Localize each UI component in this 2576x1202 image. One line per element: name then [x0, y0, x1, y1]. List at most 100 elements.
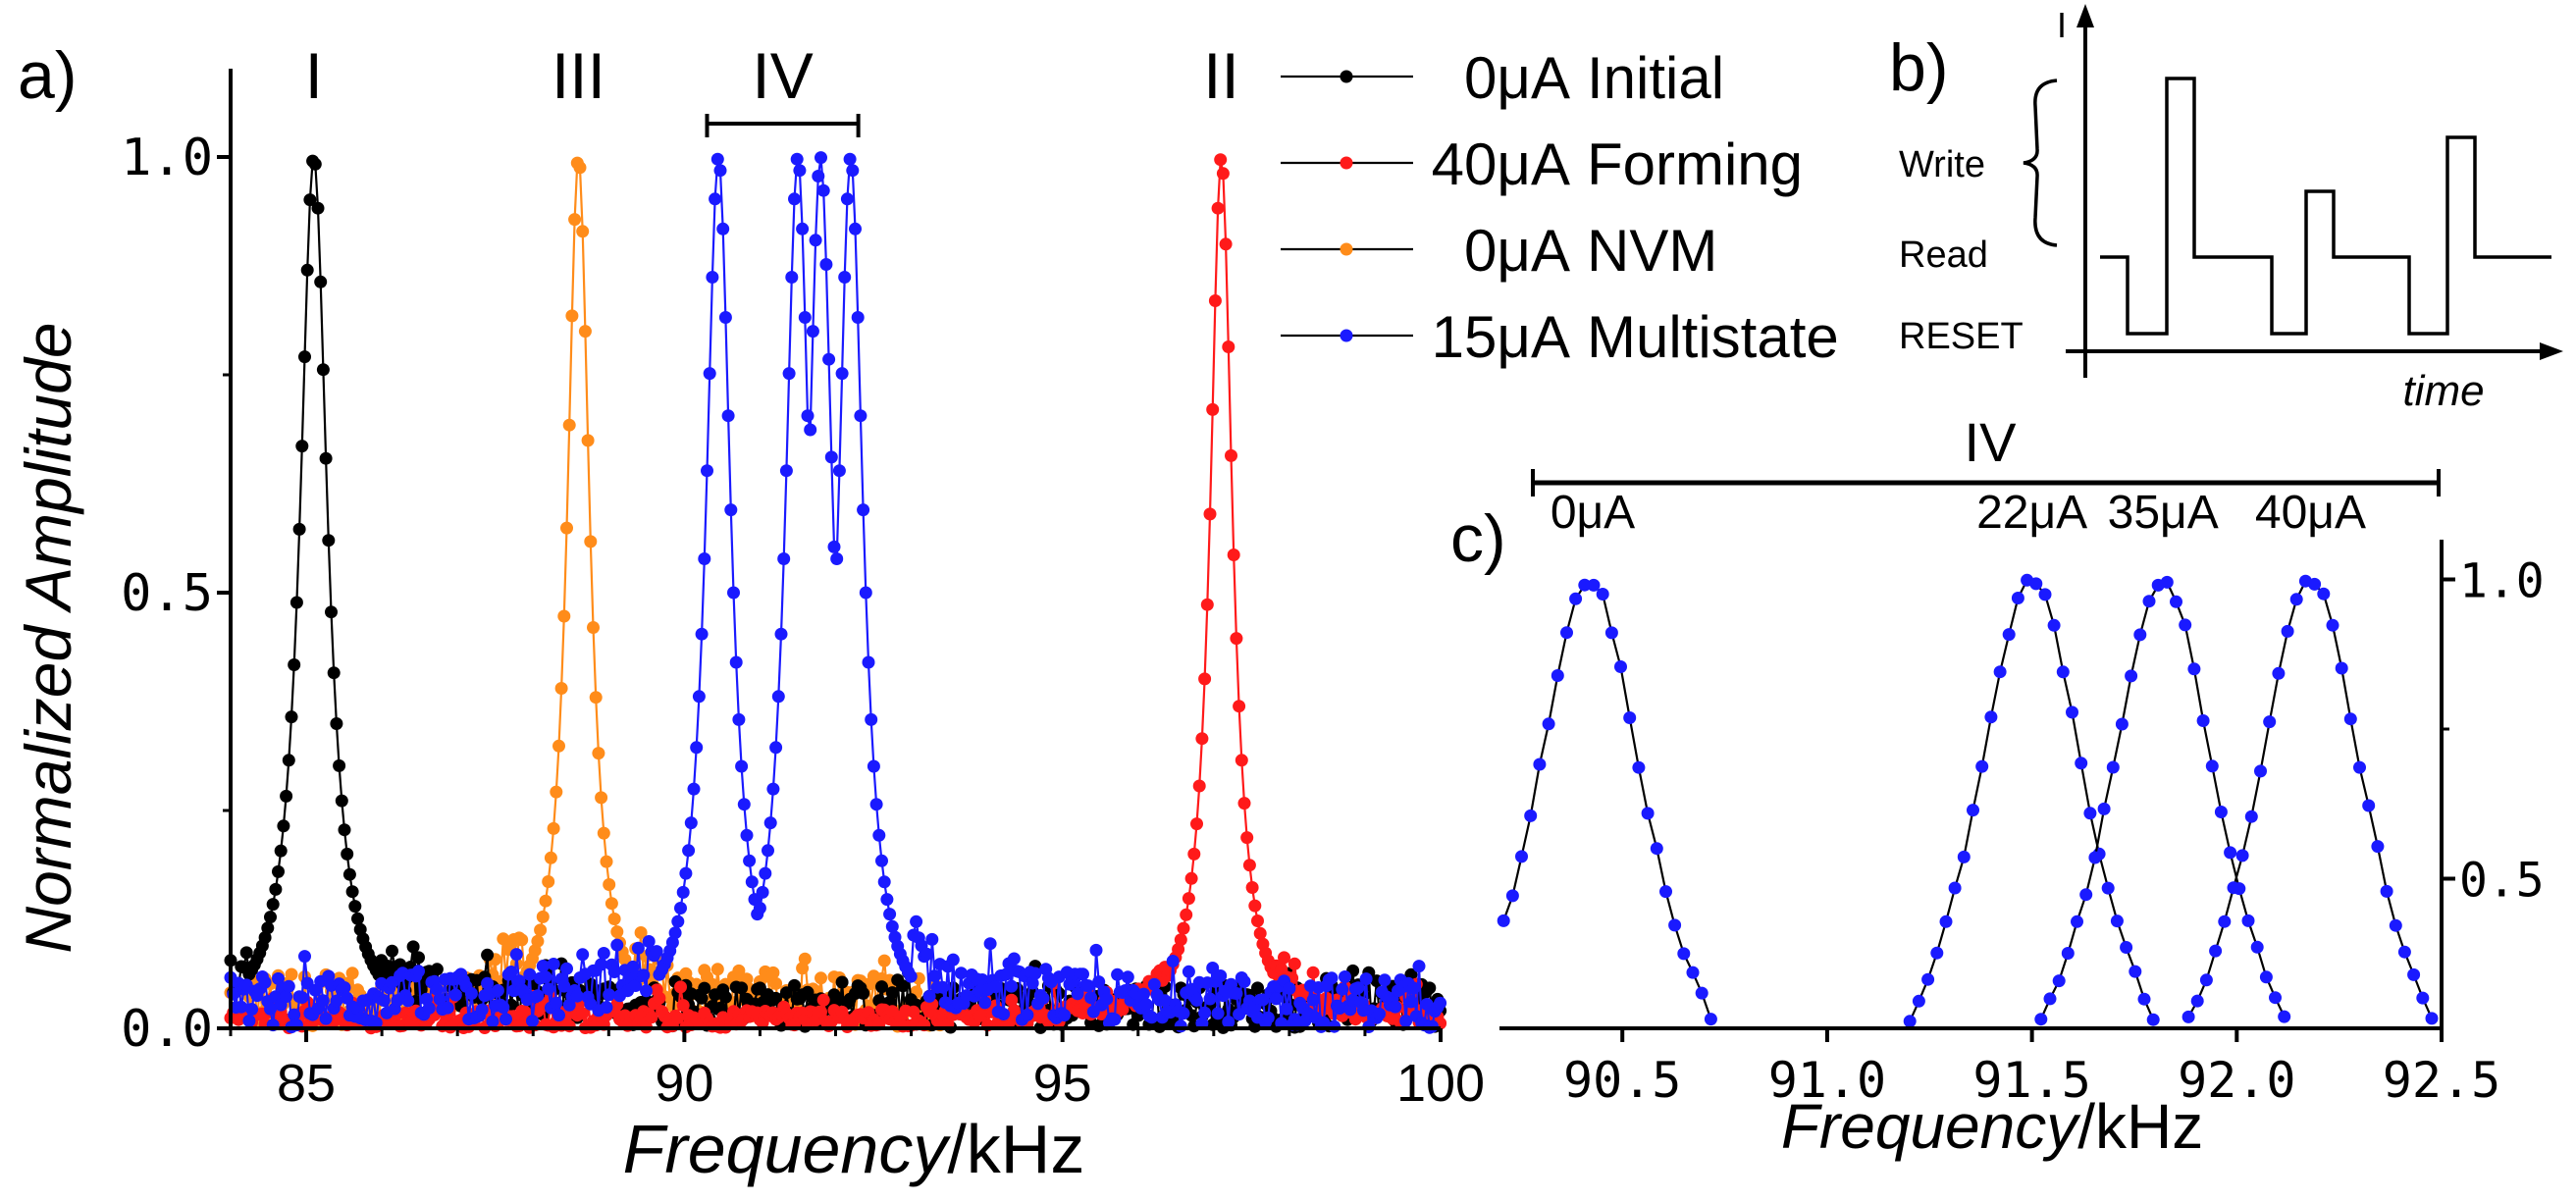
data-point: [581, 434, 595, 447]
data-point: [1208, 294, 1222, 307]
data-point: [737, 798, 751, 811]
data-point: [1111, 967, 1125, 981]
data-point: [1036, 991, 1050, 1005]
data-point: [816, 993, 830, 1007]
data-point: [1351, 981, 1365, 995]
data-point: [637, 968, 651, 982]
data-point: [650, 945, 663, 959]
data-point: [2317, 587, 2331, 601]
data-point: [724, 503, 738, 517]
data-point: [1677, 947, 1691, 961]
peak-label-ii: II: [1203, 39, 1239, 112]
data-point: [954, 967, 968, 980]
data-point: [542, 875, 555, 888]
data-point: [867, 759, 880, 773]
legend-label: Forming: [1587, 131, 1803, 197]
data-point: [859, 586, 872, 600]
data-point: [1389, 1000, 1402, 1014]
data-point: [303, 193, 317, 207]
data-point: [830, 552, 844, 565]
data-point: [1336, 982, 1349, 996]
data-point: [769, 976, 783, 990]
data-point: [975, 973, 989, 986]
data-point: [298, 350, 311, 364]
data-point: [676, 999, 690, 1013]
y-axis-label: Normalized Amplitude: [12, 322, 84, 953]
y-tick-label: 1.0: [121, 129, 213, 187]
data-point: [1158, 994, 1172, 1008]
data-point: [597, 947, 610, 960]
data-point: [584, 535, 598, 549]
data-point: [1957, 850, 1971, 863]
data-point: [771, 690, 785, 704]
data-point: [2235, 849, 2249, 862]
data-point: [595, 791, 608, 805]
data-point: [718, 311, 732, 324]
data-point: [1174, 1019, 1187, 1033]
data-point: [1177, 1007, 1190, 1020]
data-point: [1434, 996, 1447, 1010]
data-point: [629, 979, 643, 992]
panel-b-label: b): [1889, 30, 1948, 105]
data-point: [2335, 661, 2348, 675]
data-point: [300, 263, 314, 277]
data-point: [1214, 153, 1228, 167]
data-point: [692, 690, 706, 704]
data-point: [531, 934, 545, 948]
data-point: [698, 552, 711, 565]
data-point: [2083, 807, 2097, 820]
data-point: [412, 951, 425, 965]
data-point: [1203, 992, 1217, 1006]
data-point: [2179, 618, 2192, 632]
data-point: [779, 464, 793, 478]
data-point: [607, 913, 621, 925]
data-point: [668, 926, 682, 940]
data-point: [793, 164, 807, 178]
data-point: [682, 844, 696, 858]
data-point: [796, 222, 810, 235]
data-point: [815, 151, 827, 165]
data-point: [763, 816, 777, 830]
data-point: [1551, 669, 1564, 682]
data-point: [319, 1012, 333, 1025]
data-point: [1903, 1015, 1917, 1028]
data-point: [1233, 700, 1246, 713]
data-point: [665, 999, 679, 1013]
data-point: [2244, 810, 2258, 823]
data-point: [1921, 972, 1935, 986]
data-point: [2199, 973, 2213, 987]
data-point: [904, 969, 918, 983]
data-point: [671, 915, 685, 928]
data-point: [665, 936, 679, 949]
data-point: [631, 941, 645, 955]
data-point: [1192, 779, 1206, 793]
data-point: [1005, 979, 1019, 993]
data-point: [1288, 957, 1301, 970]
data-point: [1641, 807, 1655, 820]
data-point: [849, 222, 862, 235]
data-point: [790, 152, 804, 166]
series-line: [2187, 579, 2434, 1019]
data-point: [832, 464, 846, 478]
data-point: [2254, 764, 2267, 778]
data-point: [319, 451, 333, 465]
data-point: [1077, 967, 1089, 981]
series-40ua: 40μA: [2182, 487, 2439, 1025]
data-point: [539, 894, 552, 908]
data-point: [1198, 672, 1212, 686]
data-point: [885, 986, 899, 1000]
data-point: [2043, 992, 2057, 1006]
data-point: [1668, 918, 1682, 932]
data-point: [280, 789, 293, 803]
data-point: [311, 201, 325, 215]
data-point: [885, 919, 899, 933]
data-point: [2129, 965, 2142, 978]
data-point: [269, 882, 283, 896]
data-point: [869, 798, 883, 811]
y-tick-label: 0.5: [121, 564, 213, 623]
data-point: [422, 1001, 436, 1015]
y-tick-label: 1.0: [2459, 554, 2545, 609]
data-point: [562, 1019, 576, 1033]
data-point: [285, 710, 298, 724]
